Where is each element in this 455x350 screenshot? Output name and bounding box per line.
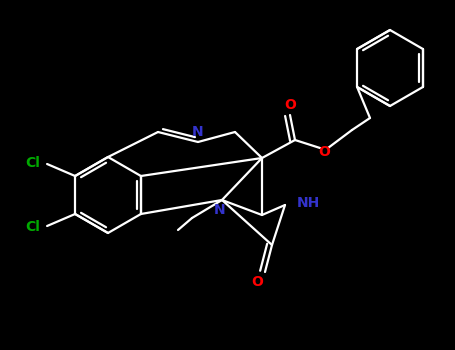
Text: O: O — [284, 98, 296, 112]
Text: Cl: Cl — [25, 156, 40, 170]
Text: NH: NH — [297, 196, 320, 210]
Text: O: O — [251, 275, 263, 289]
Text: N: N — [192, 125, 204, 139]
Text: N: N — [214, 203, 226, 217]
Text: O: O — [318, 145, 330, 159]
Text: Cl: Cl — [25, 220, 40, 234]
